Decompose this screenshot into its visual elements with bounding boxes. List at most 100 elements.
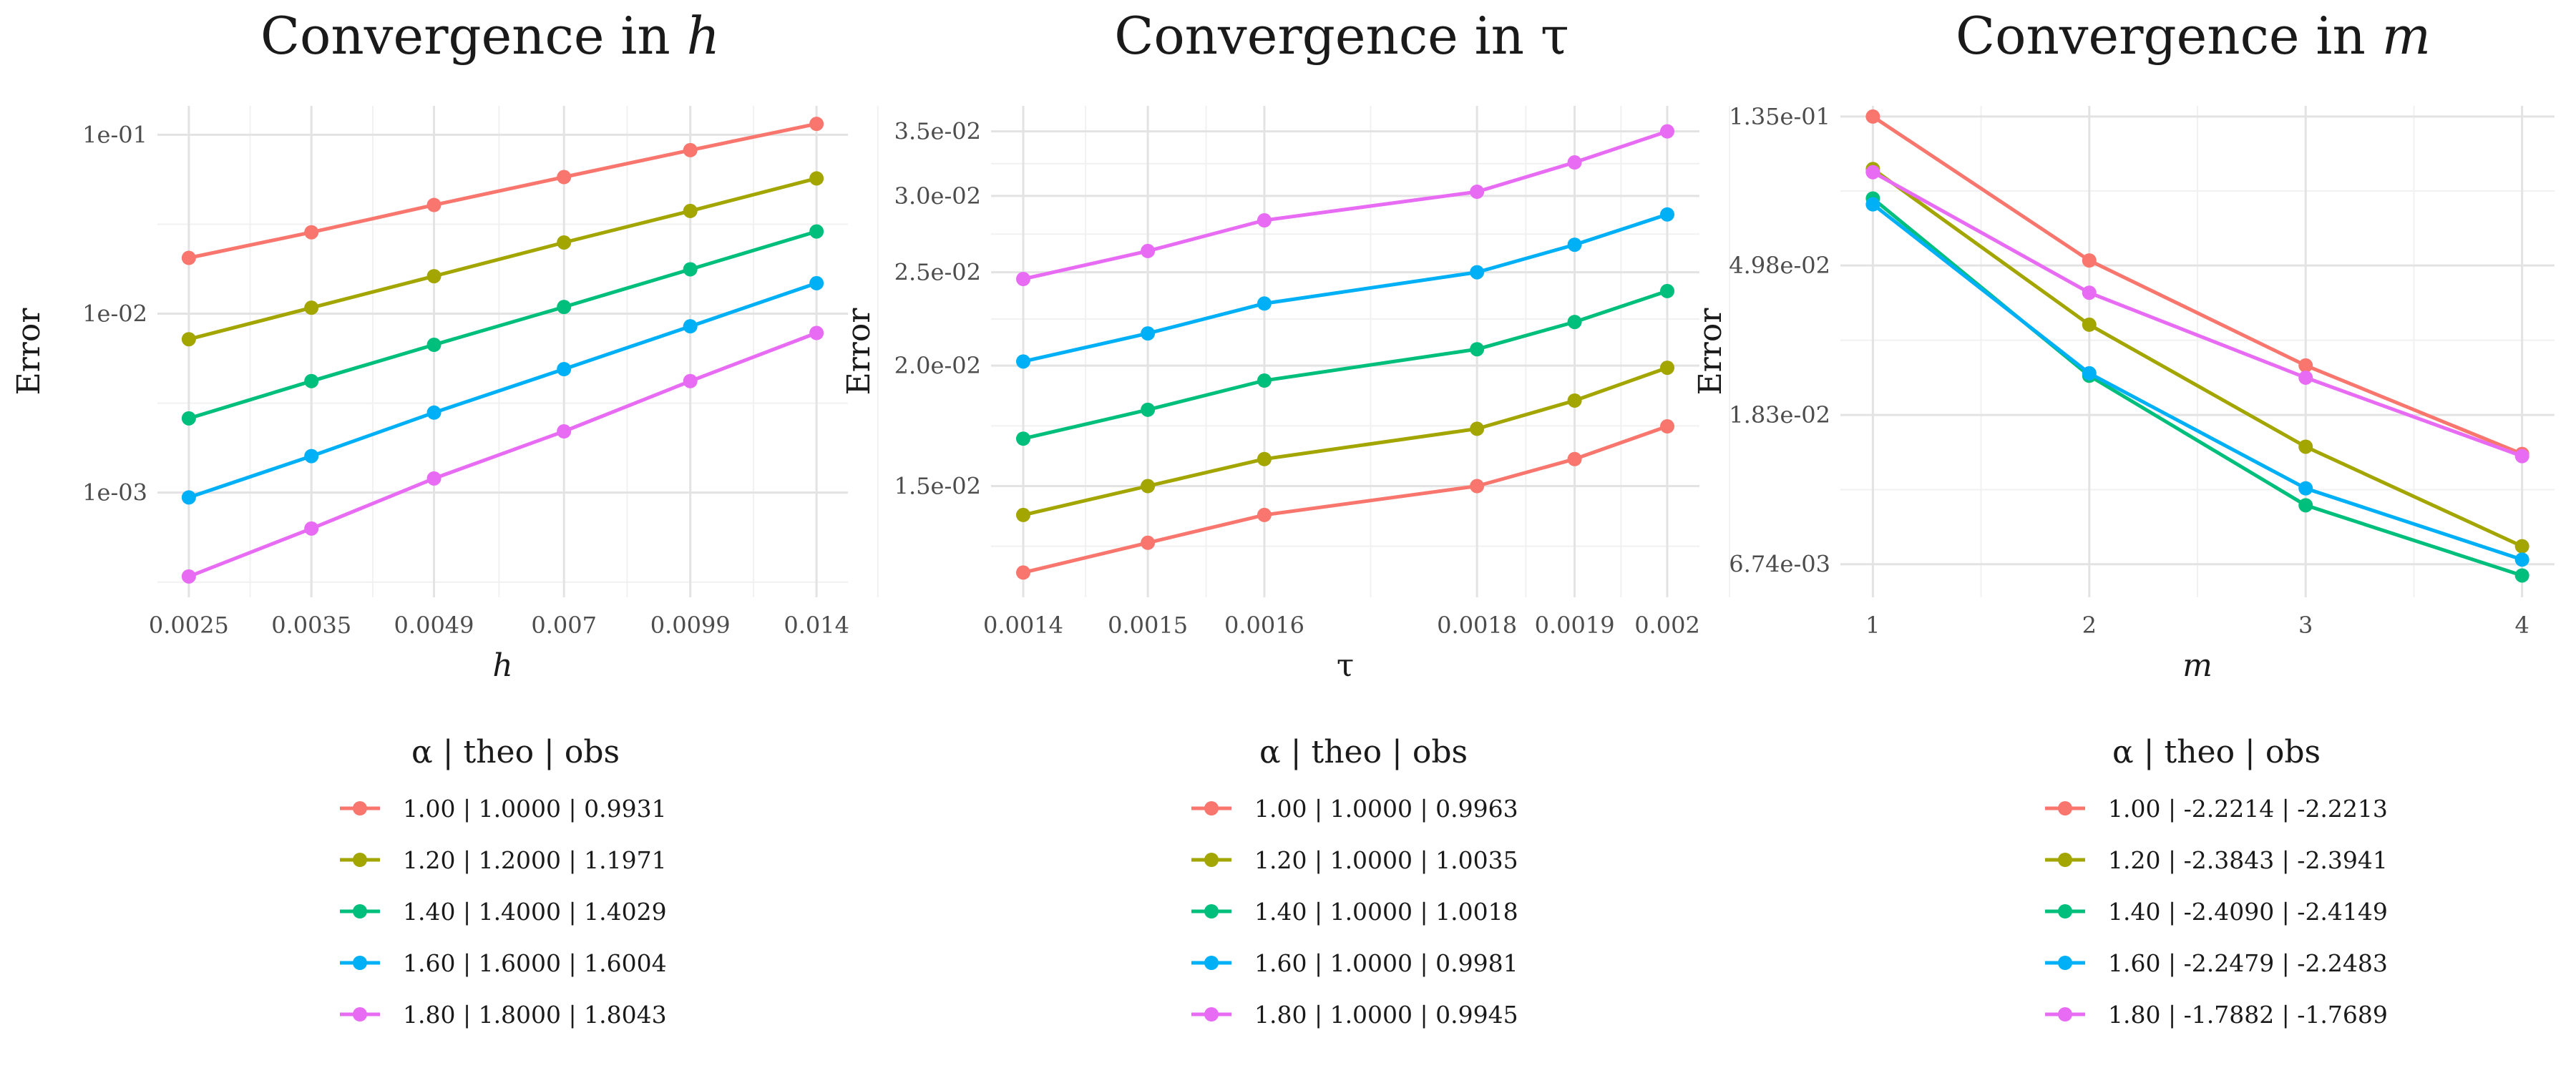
- data-point: [2514, 449, 2529, 464]
- y-tick-label: 1e-03: [82, 479, 147, 506]
- y-tick-label: 1e-02: [82, 300, 147, 328]
- legend-label: 1.40 | 1.4000 | 1.4029: [403, 898, 667, 926]
- y-axis-label: Error: [1692, 308, 1729, 396]
- data-point: [2082, 366, 2097, 381]
- data-point: [1660, 361, 1674, 376]
- data-point: [1660, 283, 1674, 298]
- data-point: [809, 325, 824, 340]
- legend-label: 1.60 | 1.0000 | 0.9981: [1254, 949, 1518, 977]
- legend-label: 1.00 | -2.2214 | -2.2213: [2108, 795, 2388, 823]
- data-point: [1257, 373, 1272, 388]
- legend-key-point: [2058, 853, 2072, 867]
- data-point: [1141, 243, 1156, 258]
- data-point: [809, 275, 824, 290]
- legend-item: 1.60 | 1.6000 | 1.6004: [340, 949, 667, 977]
- data-point: [304, 373, 319, 388]
- x-tick-label: 1: [1865, 612, 1880, 639]
- data-point: [1257, 296, 1272, 311]
- data-point: [1257, 507, 1272, 522]
- data-point: [2298, 481, 2313, 496]
- series-line-5: [1021, 129, 1669, 281]
- data-point: [2514, 552, 2529, 567]
- legend-item: 1.40 | 1.0000 | 1.0018: [1191, 898, 1518, 926]
- legend-label: 1.00 | 1.0000 | 0.9963: [1254, 795, 1518, 823]
- data-point: [1865, 165, 1880, 180]
- data-point: [809, 117, 824, 132]
- legend-header: α | theo | obs: [411, 734, 620, 770]
- chart-title-text: Convergence in: [1114, 6, 1541, 66]
- y-tick-label: 1.35e-01: [1729, 103, 1830, 130]
- series-line-5: [187, 331, 819, 579]
- chart-panel-3: 1 2 3 4 6.74e-03 1.83e-02 4.98e-02 1.35e-01 Conv…: [1692, 6, 2555, 1029]
- data-point: [426, 338, 441, 353]
- data-point: [683, 262, 698, 277]
- legend-item: 1.60 | -2.2479 | -2.2483: [2045, 949, 2388, 977]
- legend-header: α | theo | obs: [1259, 734, 1468, 770]
- y-tick-label: 3.0e-02: [894, 182, 981, 210]
- series-line-3: [1021, 289, 1669, 441]
- legend-label: 1.20 | 1.2000 | 1.1971: [403, 846, 667, 874]
- series-line-4: [1870, 202, 2524, 562]
- data-point: [181, 411, 196, 426]
- legend-label: 1.80 | -1.7882 | -1.7689: [2108, 1001, 2388, 1029]
- data-point: [1660, 419, 1674, 434]
- data-point: [304, 300, 319, 315]
- legend-key-point: [1204, 853, 1219, 867]
- data-point: [1470, 342, 1485, 357]
- legend-key-point: [1204, 801, 1219, 815]
- legend-item: 1.80 | -1.7882 | -1.7689: [2045, 1001, 2388, 1029]
- series-line-3: [187, 230, 819, 421]
- y-tick-label: 1e-01: [82, 121, 147, 148]
- data-point: [1470, 479, 1485, 494]
- legend-item: 1.20 | 1.0000 | 1.0035: [1191, 846, 1518, 874]
- legend-item: 1.00 | 1.0000 | 0.9931: [340, 795, 667, 823]
- chart-title-variable: m: [2382, 6, 2431, 66]
- y-tick-label: 2.0e-02: [894, 352, 981, 379]
- data-point: [809, 224, 824, 239]
- data-point: [1016, 431, 1030, 446]
- x-tick-label: 3: [2298, 612, 2313, 639]
- chart-title: Convergence in m: [1956, 6, 2431, 66]
- legend-key-point: [1204, 904, 1219, 918]
- y-axis-label: Error: [841, 308, 877, 396]
- data-point: [683, 203, 698, 218]
- series-line-1: [187, 122, 819, 260]
- chart-title-text: Convergence in: [260, 6, 687, 66]
- x-tick-label: 2: [2082, 612, 2097, 639]
- data-point: [2082, 253, 2097, 268]
- data-point: [557, 362, 572, 377]
- legend-label: 1.80 | 1.0000 | 0.9945: [1254, 1001, 1518, 1029]
- legend-label: 1.20 | -2.3843 | -2.3941: [2108, 846, 2388, 874]
- y-tick-label: 2.5e-02: [894, 259, 981, 286]
- data-point: [1865, 109, 1880, 124]
- data-point: [2298, 498, 2313, 513]
- data-point: [2514, 568, 2529, 583]
- data-point: [304, 225, 319, 240]
- legend-key-point: [353, 853, 367, 867]
- x-tick-label: 0.0019: [1535, 612, 1615, 639]
- legend: α | theo | obs 1.00 | 1.0000 | 0.9963 1.20…: [1191, 734, 1518, 1029]
- x-tick-label: 0.0014: [983, 612, 1063, 639]
- x-tick-label: 0.0049: [394, 612, 474, 639]
- legend-item: 1.80 | 1.8000 | 1.8043: [340, 1001, 667, 1029]
- chart-panel-2: 0.0014 0.0015 0.0016 0.0018 0.0019 0.002 1.5e-…: [841, 6, 1731, 1029]
- x-axis-label: h: [492, 647, 512, 684]
- data-point: [1567, 237, 1582, 253]
- data-point: [1257, 451, 1272, 466]
- chart-panel-1: 0.0025 0.0035 0.0049 0.007 0.0099 0.014 1e-03 1…: [11, 6, 879, 1029]
- x-axis-label: τ: [1337, 647, 1354, 684]
- legend-key-point: [2058, 1007, 2072, 1021]
- data-point: [1865, 197, 1880, 212]
- data-point: [809, 171, 824, 186]
- y-tick-label: 4.98e-02: [1729, 252, 1830, 279]
- data-point: [1016, 507, 1030, 522]
- data-point: [557, 170, 572, 185]
- series-line-4: [1021, 212, 1669, 363]
- data-point: [683, 142, 698, 157]
- data-point: [1470, 185, 1485, 200]
- data-point: [1141, 326, 1156, 341]
- data-point: [426, 197, 441, 212]
- data-point: [1016, 354, 1030, 369]
- data-point: [1257, 213, 1272, 228]
